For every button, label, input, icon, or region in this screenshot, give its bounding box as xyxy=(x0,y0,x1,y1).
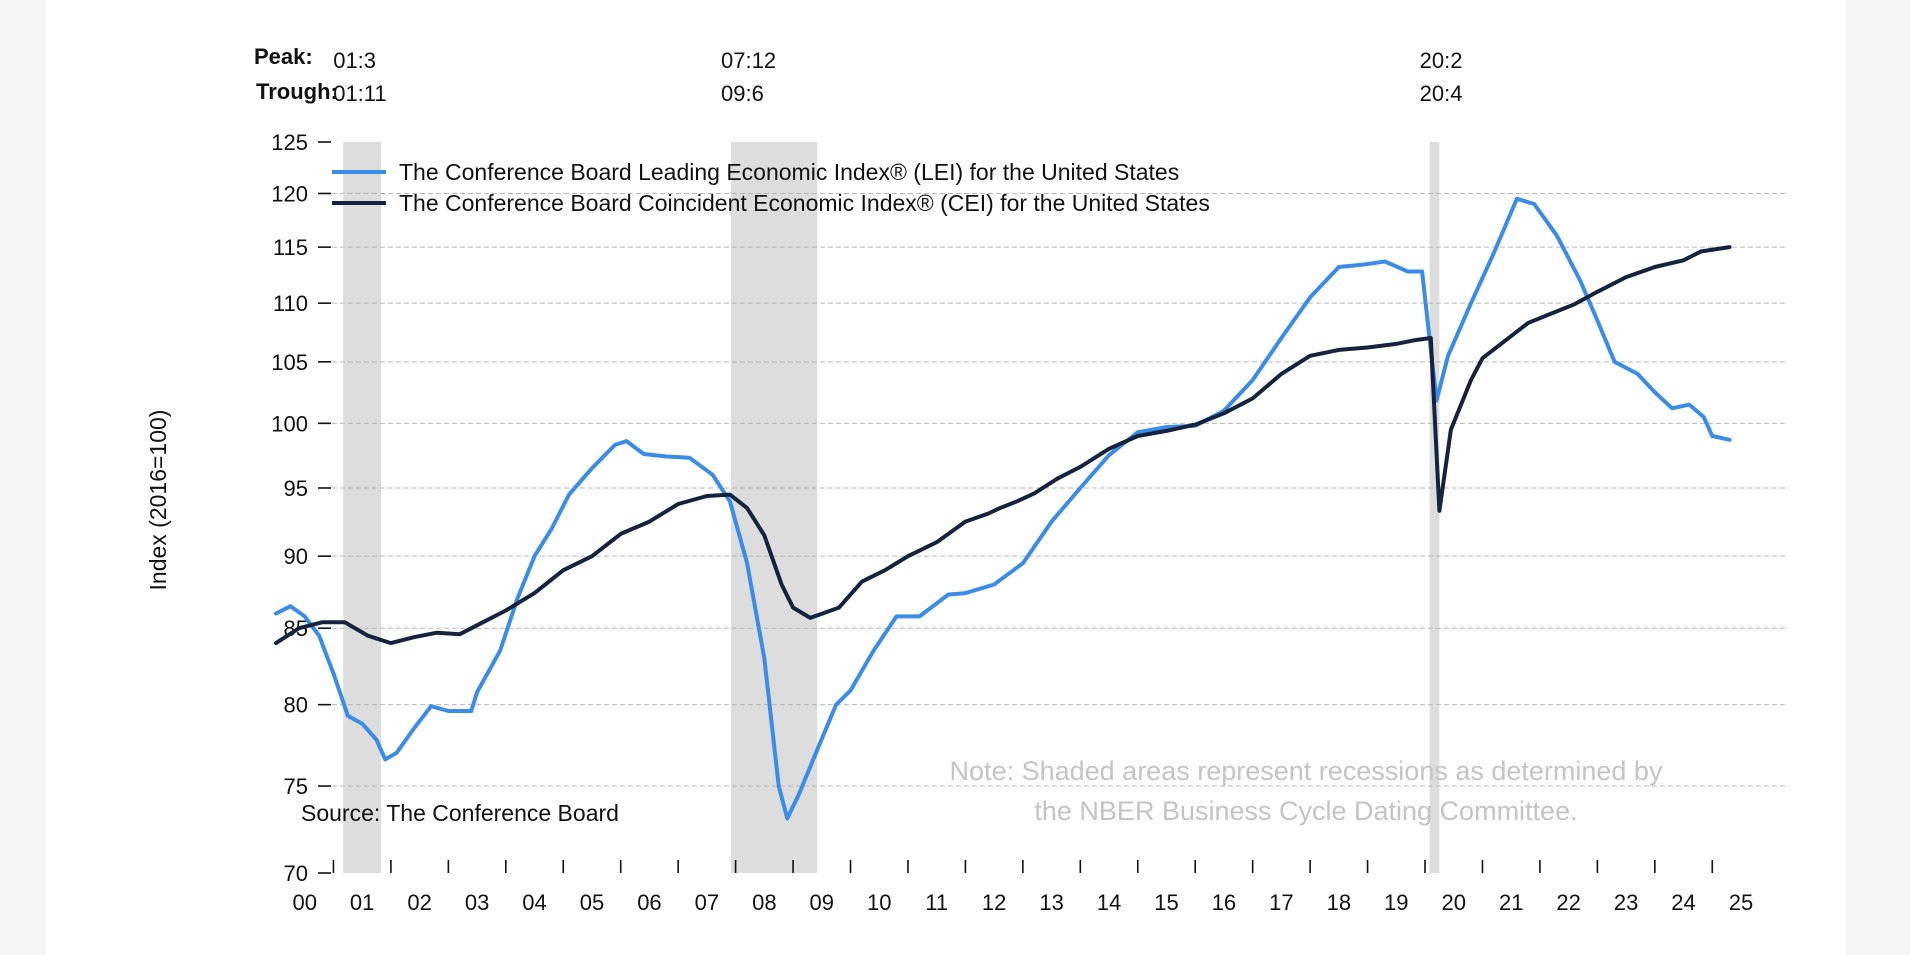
chart-panel: 70 75 80 85 90 95 100 105 110 115 120 125 00 01 02 03 0… xyxy=(46,0,1846,955)
y-axis-label: Index (2016=100) xyxy=(145,410,171,591)
x-tick-label: 20 xyxy=(1442,890,1466,915)
series-line-lei xyxy=(274,196,1732,821)
x-tick-label: 22 xyxy=(1556,890,1580,915)
recession-bands xyxy=(343,142,1440,873)
y-tick-label: 80 xyxy=(284,693,308,718)
legend-label: The Conference Board Leading Economic In… xyxy=(399,159,1179,185)
x-tick-label: 05 xyxy=(580,890,604,915)
recession-band-2 xyxy=(1429,142,1440,873)
recession-labels: Peak: Trough: 01:3 01:11 07:12 09:6 20:2 20:4 xyxy=(254,44,1462,106)
x-tick-label: 13 xyxy=(1039,890,1063,915)
x-tick-label: 03 xyxy=(465,890,489,915)
y-tick-label: 125 xyxy=(271,130,308,155)
x-tick-label: 18 xyxy=(1327,890,1351,915)
x-tick-label: 09 xyxy=(810,890,834,915)
legend: The Conference Board Leading Economic In… xyxy=(332,159,1210,216)
x-axis-ticks: 00 01 02 03 04 05 06 07 08 09 10 11 12 13 14 15 16 17 18 19… xyxy=(292,860,1753,915)
x-tick-label: 12 xyxy=(982,890,1006,915)
gridlines xyxy=(332,192,1786,787)
y-tick-label: 100 xyxy=(271,411,308,436)
x-tick-label: 01 xyxy=(350,890,374,915)
note-line-2: the NBER Business Cycle Dating Committee… xyxy=(1034,796,1577,826)
x-tick-label: 06 xyxy=(637,890,661,915)
y-tick-label: 110 xyxy=(273,291,308,316)
peak-header: Peak: xyxy=(254,44,313,69)
y-tick-label: 105 xyxy=(271,350,308,375)
x-tick-label: 15 xyxy=(1154,890,1178,915)
x-tick-label: 19 xyxy=(1384,890,1408,915)
y-tick-label: 75 xyxy=(284,774,308,799)
x-tick-label: 17 xyxy=(1269,890,1293,915)
recession-peak-label: 20:2 xyxy=(1420,48,1463,73)
note-line-1: Note: Shaded areas represent recessions … xyxy=(950,756,1663,786)
trough-header: Trough: xyxy=(256,79,338,104)
recession-peak-label: 07:12 xyxy=(721,48,776,73)
x-tick-label: 23 xyxy=(1614,890,1638,915)
x-tick-label: 25 xyxy=(1729,890,1753,915)
x-tick-label: 00 xyxy=(292,890,316,915)
recession-trough-label: 01:11 xyxy=(333,81,386,106)
x-tick-label: 04 xyxy=(522,890,546,915)
x-tick-label: 10 xyxy=(867,890,891,915)
data-series xyxy=(274,196,1732,821)
y-tick-label: 70 xyxy=(284,861,308,886)
y-tick-label: 120 xyxy=(271,181,308,206)
x-tick-label: 16 xyxy=(1212,890,1236,915)
x-tick-label: 07 xyxy=(695,890,719,915)
x-tick-label: 14 xyxy=(1097,890,1121,915)
x-tick-label: 08 xyxy=(752,890,776,915)
x-tick-label: 02 xyxy=(407,890,431,915)
recession-trough-label: 20:4 xyxy=(1420,81,1463,106)
recession-band-0 xyxy=(343,142,382,873)
source-label: Source: The Conference Board xyxy=(301,800,619,826)
y-tick-label: 90 xyxy=(284,544,308,569)
x-tick-label: 11 xyxy=(925,890,948,915)
x-tick-label: 24 xyxy=(1671,890,1695,915)
x-tick-label: 21 xyxy=(1499,890,1523,915)
recession-peak-label: 01:3 xyxy=(333,48,376,73)
series-line-cei xyxy=(274,245,1732,646)
legend-label: The Conference Board Coincident Economic… xyxy=(399,190,1210,216)
y-tick-label: 95 xyxy=(284,476,308,501)
y-tick-label: 115 xyxy=(273,235,308,260)
recession-trough-label: 09:6 xyxy=(721,81,764,106)
